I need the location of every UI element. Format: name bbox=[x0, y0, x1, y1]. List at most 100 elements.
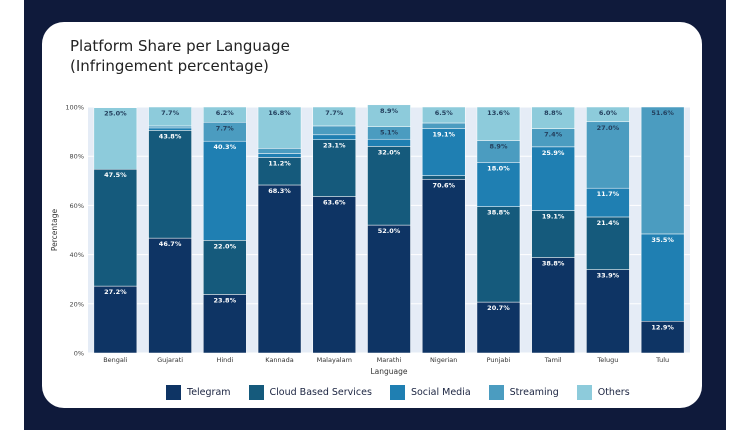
bars: 27.2% 47.5% 25.0% 46.7% 43.8% 7.7% 23.8% 22.0% 4… bbox=[93, 104, 685, 354]
data-label: 21.4% bbox=[597, 219, 620, 227]
bar-segment bbox=[586, 106, 630, 123]
x-tick-label: Gujarati bbox=[157, 356, 183, 364]
data-label: 16.8% bbox=[268, 109, 291, 117]
y-axis-title: Percentage bbox=[50, 209, 59, 252]
legend-item: Cloud Based Services bbox=[248, 384, 372, 400]
chart-title-line1: Platform Share per Language bbox=[70, 37, 290, 55]
bar-segment bbox=[586, 269, 630, 354]
bar-segment bbox=[148, 130, 192, 239]
bar-segment bbox=[640, 106, 685, 235]
bar-segment bbox=[312, 125, 357, 136]
bar-segment bbox=[421, 175, 466, 180]
data-label: 47.5% bbox=[104, 171, 127, 179]
data-label: 6.2% bbox=[216, 109, 235, 117]
data-label: 11.7% bbox=[597, 190, 620, 198]
data-label: 68.3% bbox=[268, 187, 291, 195]
data-label: 7.4% bbox=[544, 131, 563, 139]
data-label: 70.6% bbox=[432, 181, 455, 189]
x-axis-title: Language bbox=[370, 367, 407, 376]
data-label: 43.8% bbox=[159, 132, 182, 140]
bar-segment bbox=[367, 138, 411, 147]
data-label: 7.7% bbox=[161, 109, 180, 117]
bar-segment bbox=[148, 106, 192, 127]
data-label: 52.0% bbox=[378, 227, 401, 235]
data-label: 33.9% bbox=[597, 272, 620, 280]
y-tick-labels: 0% 20% 40% 60% 80% 100% bbox=[65, 104, 84, 358]
bar-segment bbox=[640, 321, 685, 354]
y-tick-label: 60% bbox=[70, 202, 84, 210]
legend-label: Streaming bbox=[509, 386, 559, 398]
data-label: 38.8% bbox=[542, 260, 565, 268]
data-label: 51.6% bbox=[651, 109, 674, 117]
data-label: 22.0% bbox=[214, 242, 237, 250]
legend: Telegram Cloud Based Services Social Media… bbox=[166, 383, 630, 401]
data-label: 5.1% bbox=[380, 129, 399, 137]
bar-segment bbox=[203, 240, 247, 295]
bar-segment bbox=[93, 168, 138, 287]
data-label: 32.0% bbox=[378, 148, 401, 156]
bar-segment bbox=[312, 196, 357, 354]
chart-title: Platform Share per Language (Infringemen… bbox=[70, 36, 290, 76]
bar-segment bbox=[312, 139, 357, 197]
data-label: 63.6% bbox=[323, 199, 346, 207]
bar-segment bbox=[367, 224, 411, 354]
y-tick-label: 100% bbox=[65, 104, 84, 112]
legend-swatch bbox=[248, 384, 264, 400]
bar-segment bbox=[367, 104, 411, 127]
bar-segment bbox=[148, 125, 192, 129]
data-label: 8.9% bbox=[489, 142, 508, 150]
legend-swatch bbox=[576, 384, 592, 400]
data-label: 19.1% bbox=[432, 131, 455, 139]
x-tick-label: Telugu bbox=[596, 356, 618, 364]
bar-segment bbox=[476, 162, 521, 207]
legend-item: Telegram bbox=[166, 384, 231, 400]
legend-label: Others bbox=[597, 386, 630, 398]
bar-segment bbox=[421, 106, 466, 124]
x-tick-label: Tamil bbox=[544, 356, 562, 364]
x-tick-label: Malayalam bbox=[317, 356, 352, 364]
x-tick-label: Punjabi bbox=[487, 356, 511, 364]
bar-segment bbox=[531, 106, 575, 129]
data-label: 6.5% bbox=[435, 109, 454, 117]
bar-segment bbox=[257, 148, 302, 154]
data-label: 23.8% bbox=[214, 296, 237, 304]
bar-segment bbox=[257, 153, 302, 158]
bar-segment bbox=[421, 179, 466, 354]
bar-segment bbox=[203, 106, 247, 123]
legend-swatch bbox=[488, 384, 504, 400]
data-label: 40.3% bbox=[214, 143, 237, 151]
data-label: 20.7% bbox=[487, 304, 510, 312]
data-label: 11.2% bbox=[268, 159, 291, 167]
legend-swatch bbox=[166, 384, 181, 400]
data-label: 46.7% bbox=[159, 240, 182, 248]
bar-segment bbox=[640, 233, 685, 322]
bar-segment bbox=[586, 216, 630, 270]
data-label: 25.9% bbox=[542, 149, 565, 157]
x-tick-label: Kannada bbox=[265, 356, 293, 364]
data-label: 13.6% bbox=[487, 109, 510, 117]
data-label: 8.8% bbox=[544, 109, 563, 117]
bar-segment bbox=[586, 187, 630, 218]
bar-segment bbox=[531, 210, 575, 258]
y-tick-label: 0% bbox=[74, 350, 84, 358]
data-label: 27.0% bbox=[597, 124, 620, 132]
bar-segment bbox=[421, 128, 466, 176]
data-label: 19.1% bbox=[542, 213, 565, 221]
data-label: 7.7% bbox=[325, 109, 344, 117]
legend-item: Social Media bbox=[389, 384, 471, 400]
legend-item: Streaming bbox=[488, 384, 559, 400]
data-label: 18.0% bbox=[487, 164, 510, 172]
legend-label: Telegram bbox=[187, 386, 231, 398]
data-label: 25.0% bbox=[104, 110, 127, 118]
bar-segment bbox=[531, 257, 575, 354]
bar-segment bbox=[367, 146, 411, 226]
x-tick-label: Bengali bbox=[103, 356, 127, 364]
data-label: 12.9% bbox=[651, 323, 674, 331]
bar-segment bbox=[421, 122, 466, 129]
legend-label: Social Media bbox=[410, 386, 471, 398]
bar-segment bbox=[257, 184, 302, 354]
bar-segment bbox=[93, 285, 138, 354]
bar-segment bbox=[148, 127, 192, 131]
data-label: 6.0% bbox=[599, 109, 618, 117]
bar-segment bbox=[476, 206, 521, 303]
